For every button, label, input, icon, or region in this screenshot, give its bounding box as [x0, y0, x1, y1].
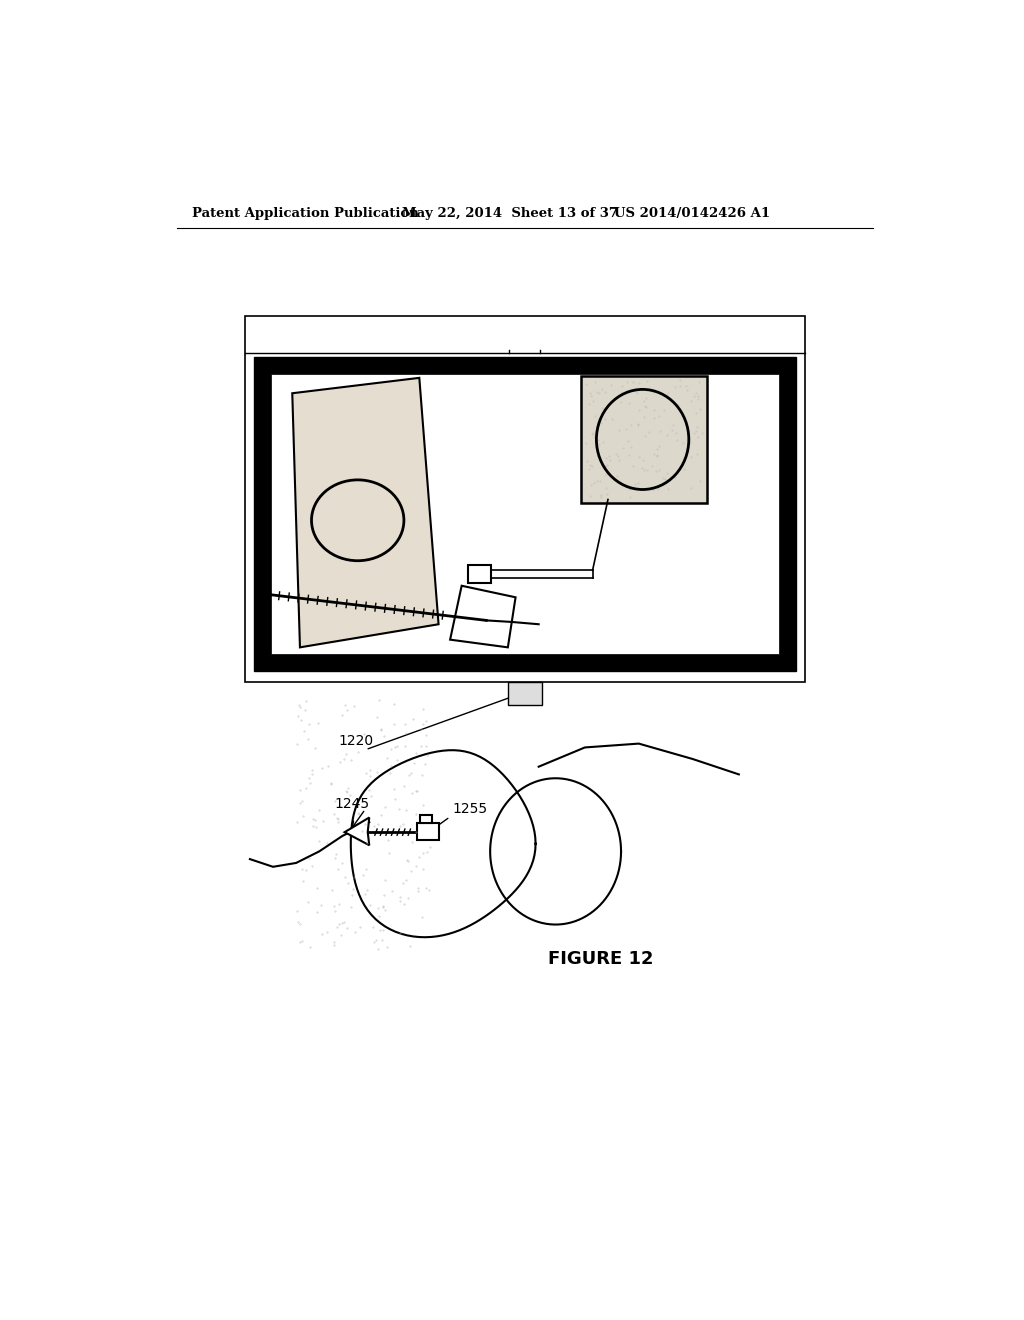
Text: 1255: 1255: [453, 803, 487, 816]
Bar: [245, 317, 805, 682]
Bar: [270, 374, 779, 655]
Polygon shape: [345, 817, 370, 845]
Text: US 2014/0142426 A1: US 2014/0142426 A1: [614, 207, 770, 220]
Bar: [508, 682, 542, 705]
Bar: [420, 816, 432, 822]
Text: 1220: 1220: [339, 734, 374, 748]
Bar: [254, 358, 796, 671]
Bar: [417, 822, 438, 840]
Polygon shape: [490, 779, 621, 924]
Bar: [468, 565, 490, 583]
Polygon shape: [351, 750, 536, 937]
Text: Patent Application Publication: Patent Application Publication: [193, 207, 419, 220]
Text: May 22, 2014  Sheet 13 of 37: May 22, 2014 Sheet 13 of 37: [402, 207, 618, 220]
Polygon shape: [451, 586, 515, 647]
Text: FIGURE 12: FIGURE 12: [548, 950, 653, 968]
Polygon shape: [581, 376, 707, 503]
Text: 1245: 1245: [335, 797, 370, 810]
Polygon shape: [292, 378, 438, 647]
